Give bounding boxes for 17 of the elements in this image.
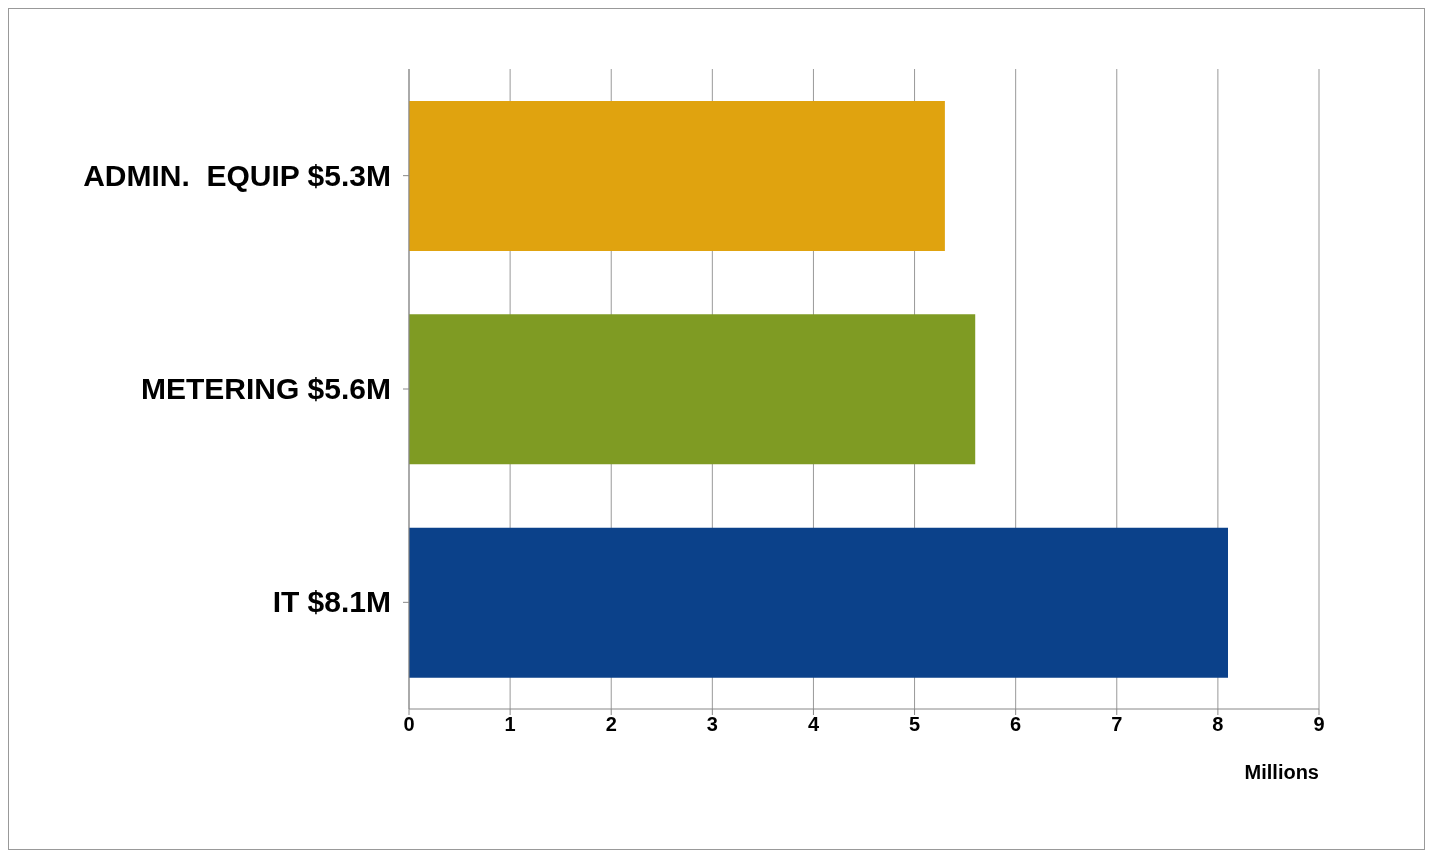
y-tick-label: ADMIN. EQUIP $5.3M bbox=[83, 158, 391, 192]
x-tick-label: 1 bbox=[504, 713, 516, 736]
y-tick-label: IT $8.1M bbox=[272, 585, 391, 619]
bar bbox=[409, 527, 1228, 678]
x-tick-label: 7 bbox=[1111, 713, 1123, 736]
x-tick-label: 8 bbox=[1212, 713, 1224, 736]
x-tick-label: 5 bbox=[908, 713, 921, 736]
x-tick-label: 2 bbox=[605, 713, 617, 736]
bar bbox=[409, 101, 945, 251]
x-tick-label: 0 bbox=[403, 713, 415, 736]
x-tick-label: 6 bbox=[1010, 713, 1022, 736]
bar bbox=[409, 314, 976, 465]
x-tick-label: 4 bbox=[807, 713, 820, 736]
y-tick-label: METERING $5.6M bbox=[140, 372, 391, 405]
x-tick-label: 9 bbox=[1313, 713, 1325, 736]
x-axis-title: Millions bbox=[1244, 761, 1319, 783]
x-tick-label: 3 bbox=[706, 713, 718, 736]
